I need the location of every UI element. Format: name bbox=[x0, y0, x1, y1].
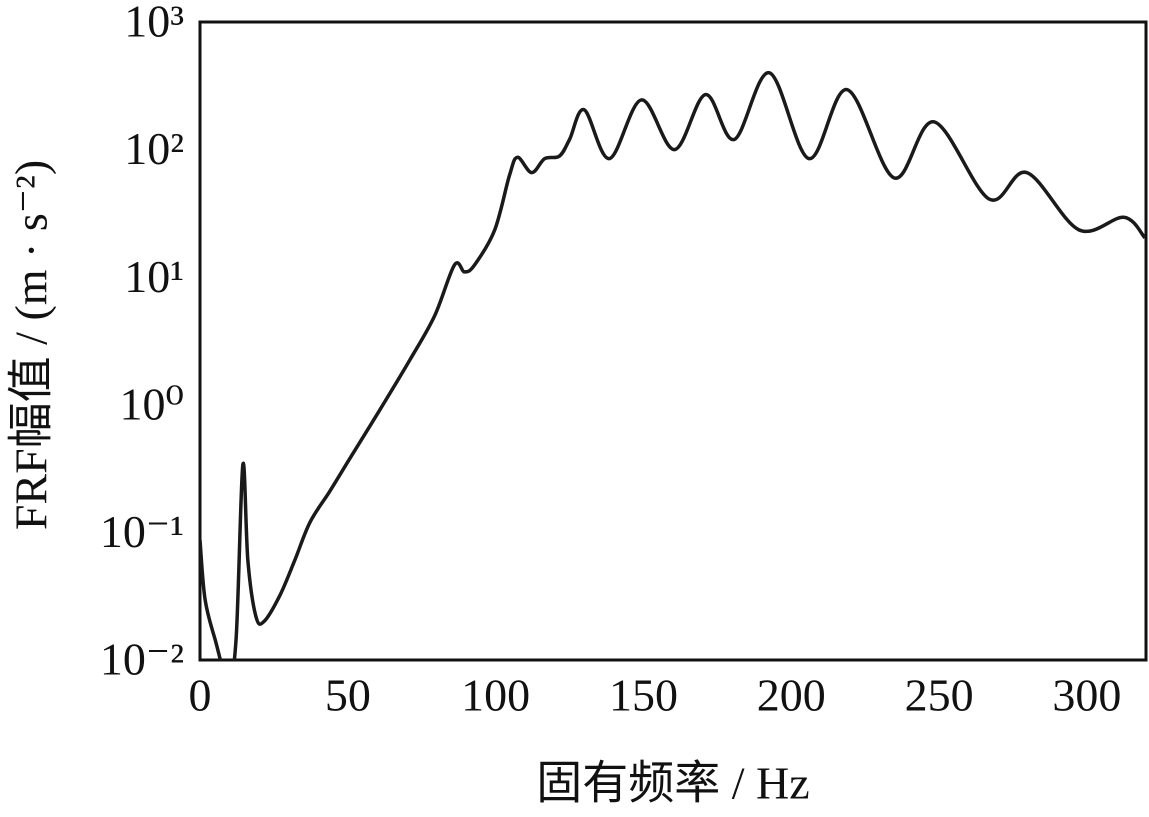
x-tick-label: 150 bbox=[609, 670, 678, 721]
y-tick-label: 10⁻² bbox=[100, 634, 184, 685]
y-tick-label: 10³ bbox=[124, 0, 184, 47]
x-tick-label: 250 bbox=[905, 670, 974, 721]
y-tick-label: 10¹ bbox=[124, 251, 184, 302]
x-tick-label: 300 bbox=[1052, 670, 1121, 721]
plot-frame bbox=[198, 20, 1148, 662]
x-tick-label: 50 bbox=[325, 670, 371, 721]
y-tick-label: 10⁰ bbox=[120, 378, 184, 429]
x-axis-label: 固有频率 / Hz bbox=[536, 758, 809, 809]
x-tick-label: 100 bbox=[461, 670, 530, 721]
data-line bbox=[200, 71, 1146, 660]
y-tick-label: 10⁻¹ bbox=[100, 506, 184, 557]
x-tick-label: 200 bbox=[757, 670, 826, 721]
x-tick-label: 0 bbox=[189, 670, 212, 721]
y-tick-label: 10² bbox=[124, 123, 184, 174]
y-axis-label: FRF幅值 / (m · s⁻²) bbox=[6, 160, 57, 530]
